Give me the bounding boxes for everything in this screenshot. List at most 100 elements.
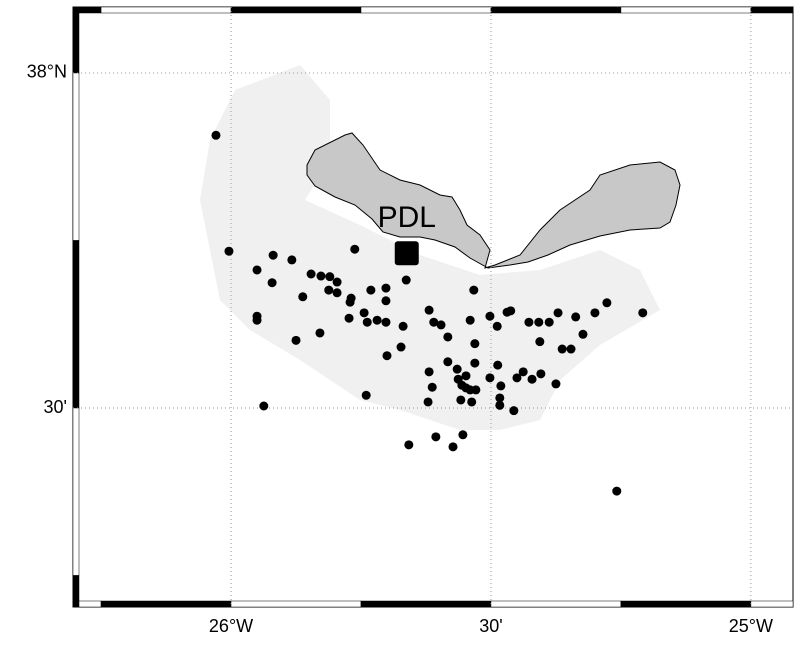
event-point [404, 440, 414, 450]
event-point [315, 328, 325, 338]
border-segment [750, 6, 794, 14]
event-point [424, 367, 434, 377]
event-point [492, 321, 502, 331]
event-point [361, 390, 371, 400]
event-point [332, 277, 342, 287]
event-point [452, 364, 462, 374]
border-segment [72, 72, 80, 241]
event-point [495, 393, 505, 403]
event-point [268, 250, 278, 260]
event-point [359, 308, 369, 318]
event-point [224, 246, 234, 256]
event-point [396, 342, 406, 352]
event-point [211, 130, 221, 140]
background-layer [200, 65, 681, 430]
island [306, 132, 681, 269]
event-point [485, 373, 495, 383]
event-point [287, 255, 297, 265]
event-point [471, 385, 481, 395]
event-point [496, 381, 506, 391]
event-point [436, 320, 446, 330]
border-segment [72, 6, 80, 74]
event-point [493, 360, 503, 370]
event-point [506, 306, 516, 316]
event-point [485, 311, 495, 321]
border-segment [230, 6, 362, 14]
event-point [252, 315, 262, 325]
event-point [443, 357, 453, 367]
event-point [470, 358, 480, 368]
event-point [398, 321, 408, 331]
event-point [465, 315, 475, 325]
border-segment [72, 407, 80, 576]
event-point [298, 292, 308, 302]
event-point [362, 317, 372, 327]
event-point [381, 296, 391, 306]
event-point [324, 285, 334, 295]
event-point [557, 344, 567, 354]
border-segment [490, 6, 622, 14]
event-point [578, 329, 588, 339]
event-point [469, 285, 479, 295]
event-point [443, 332, 453, 342]
event-point [518, 367, 528, 377]
event-point [382, 351, 392, 361]
event-point [535, 337, 545, 347]
border-segment [72, 240, 80, 409]
event-point [527, 374, 537, 384]
border-segment [360, 6, 492, 14]
event-point [456, 395, 466, 405]
event-point [509, 406, 519, 416]
event-point [544, 317, 554, 327]
x-tick-label: 26°W [209, 616, 253, 636]
event-point [381, 283, 391, 293]
event-point [461, 371, 471, 381]
event-point [429, 317, 439, 327]
y-tick-label: 30' [44, 397, 67, 417]
event-point [345, 297, 355, 307]
border-segment [360, 600, 492, 608]
event-point [291, 335, 301, 345]
event-point [325, 272, 335, 282]
event-point [612, 486, 622, 496]
border-segment [620, 600, 752, 608]
event-point [252, 265, 262, 275]
event-point [470, 339, 480, 349]
event-point [424, 305, 434, 315]
event-point [495, 400, 505, 410]
x-tick-label: 25°W [729, 616, 773, 636]
event-point [638, 308, 648, 318]
event-point [427, 382, 437, 392]
border-segment [100, 6, 232, 14]
event-point [267, 278, 277, 288]
event-point [553, 308, 563, 318]
y-tick-label: 38°N [27, 62, 67, 82]
event-point [467, 397, 477, 407]
event-point [524, 317, 534, 327]
border-segment [620, 6, 752, 14]
event-point [512, 373, 522, 383]
event-point [448, 442, 458, 452]
station-marker [394, 241, 419, 266]
border-segment [230, 600, 362, 608]
event-point [350, 244, 360, 254]
event-point [401, 275, 411, 285]
event-point [551, 379, 561, 389]
event-point [366, 285, 376, 295]
event-point [534, 317, 544, 327]
border-segment [100, 600, 232, 608]
event-point [259, 401, 269, 411]
event-point [590, 308, 600, 318]
event-point [316, 271, 326, 281]
border-segment [72, 575, 80, 608]
x-tick-label: 30' [479, 616, 502, 636]
event-point [458, 430, 468, 440]
border-segment [490, 600, 622, 608]
event-point [344, 313, 354, 323]
station-label: PDL [378, 201, 436, 234]
event-point [423, 397, 433, 407]
event-point [431, 432, 441, 442]
event-point [566, 344, 576, 354]
